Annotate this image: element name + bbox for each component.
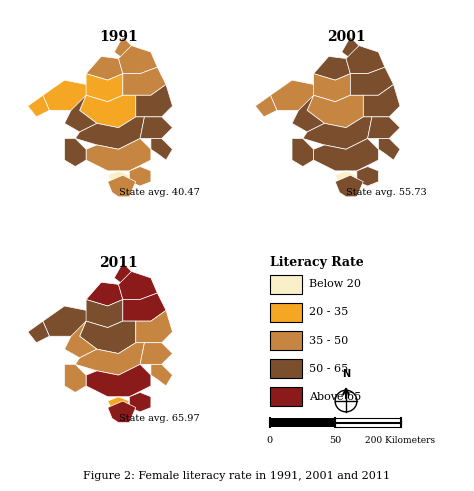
Polygon shape [363,84,400,117]
Polygon shape [314,138,378,171]
Text: Literacy Rate: Literacy Rate [270,256,364,269]
Text: 2011: 2011 [99,256,138,271]
Polygon shape [350,67,393,95]
Polygon shape [86,138,151,171]
Polygon shape [151,138,173,160]
Text: 2001: 2001 [327,30,365,45]
Polygon shape [140,343,173,364]
Polygon shape [129,392,151,412]
Polygon shape [314,74,350,102]
Polygon shape [64,95,97,132]
Polygon shape [86,282,123,306]
Polygon shape [314,56,350,80]
Polygon shape [43,80,92,110]
Text: State avg. 65.97: State avg. 65.97 [118,413,199,423]
Text: 0: 0 [267,436,273,445]
Polygon shape [292,138,314,166]
Polygon shape [108,171,129,188]
Bar [270,418,335,427]
Polygon shape [292,95,324,132]
Polygon shape [118,46,157,74]
Polygon shape [108,175,136,197]
Bar [270,331,302,350]
Polygon shape [114,263,131,284]
Polygon shape [357,166,378,186]
Bar [270,359,302,379]
Text: 20 - 35: 20 - 35 [309,307,348,318]
Polygon shape [86,56,123,80]
Polygon shape [28,321,49,343]
Polygon shape [64,321,97,358]
Text: Figure 2: Female literacy rate in 1991, 2001 and 2011: Figure 2: Female literacy rate in 1991, … [83,471,391,481]
Polygon shape [335,171,357,188]
Polygon shape [368,117,400,138]
Polygon shape [335,175,363,197]
Bar [335,418,401,427]
Polygon shape [136,84,173,117]
Text: 200 Kilometers: 200 Kilometers [365,436,436,445]
Text: 1991: 1991 [99,30,138,45]
Polygon shape [118,272,157,300]
Bar [270,274,302,294]
Polygon shape [151,364,173,386]
Polygon shape [75,117,145,149]
Polygon shape [136,310,173,343]
Polygon shape [378,138,400,160]
Polygon shape [123,293,166,321]
Polygon shape [342,37,359,58]
Text: Below 20: Below 20 [309,279,361,289]
Polygon shape [303,117,372,149]
Polygon shape [80,95,136,128]
Polygon shape [86,364,151,397]
Polygon shape [123,67,166,95]
Text: 50: 50 [329,436,341,445]
Polygon shape [270,80,320,110]
Polygon shape [140,117,173,138]
Text: State avg. 40.47: State avg. 40.47 [118,188,200,197]
Polygon shape [346,46,385,74]
Text: N: N [342,369,350,380]
Polygon shape [64,364,86,392]
Text: State avg. 55.73: State avg. 55.73 [346,188,427,197]
Polygon shape [43,306,92,336]
Polygon shape [28,95,49,117]
Polygon shape [114,37,131,58]
Polygon shape [80,321,136,354]
Polygon shape [255,95,277,117]
Polygon shape [64,138,86,166]
Polygon shape [75,343,145,375]
Polygon shape [86,300,123,327]
Polygon shape [86,74,123,102]
Text: 35 - 50: 35 - 50 [309,335,348,346]
Polygon shape [108,397,129,414]
Polygon shape [108,401,136,423]
Text: 50 - 65: 50 - 65 [309,364,348,374]
Polygon shape [307,95,363,128]
Bar [270,387,302,407]
Text: Above 65: Above 65 [309,392,361,402]
Bar [270,303,302,322]
Polygon shape [129,166,151,186]
